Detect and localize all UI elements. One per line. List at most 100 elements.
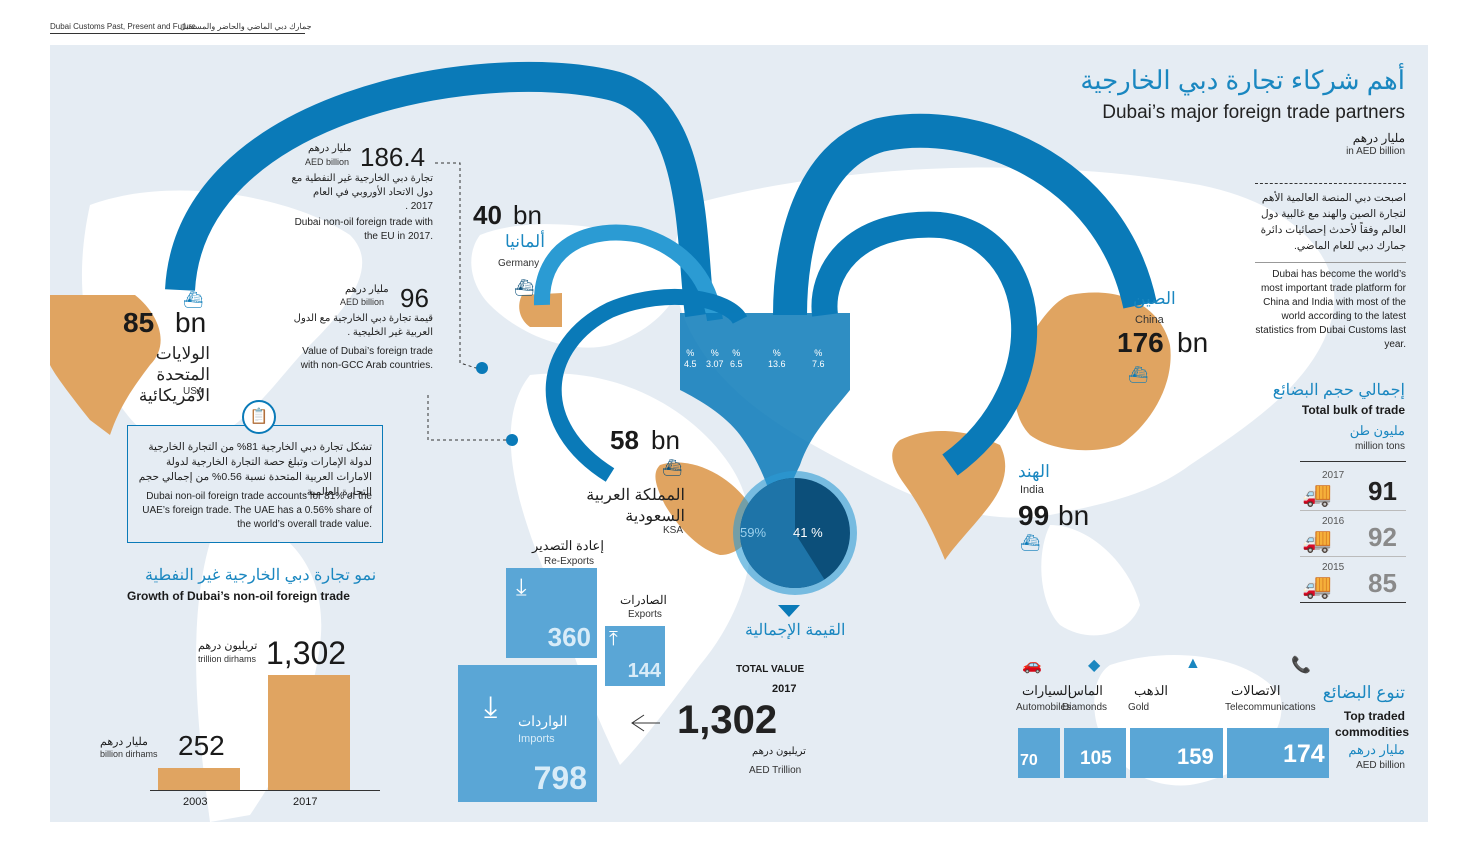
intro-divider: [1255, 262, 1406, 263]
title-ar: أهم شركاء تجارة دبي الخارجية: [1080, 65, 1405, 95]
total-ar: القيمة الإجمالية: [745, 622, 846, 639]
percent-value: 3.07: [706, 359, 724, 369]
exports-ar: الصادرات: [620, 593, 667, 607]
ship-icon-india: ⛴: [1020, 535, 1041, 552]
percent-value: 13.6: [768, 359, 786, 369]
commodities-unit-ar: مليار درهم: [1348, 742, 1405, 757]
reexports-value: 360: [547, 622, 591, 652]
total-arrow: [631, 714, 660, 732]
percent-symbol: %: [732, 348, 741, 358]
bulk-unit-en: million tons: [1354, 441, 1405, 452]
truck-icon: 🚚: [1302, 573, 1332, 600]
imports-box: ⤓ الواردات Imports 798: [458, 665, 597, 802]
bulk-rule: [1300, 461, 1406, 462]
reexports-ar: إعادة التصدير: [532, 538, 604, 553]
total-unit-en: AED Trillion: [749, 765, 802, 776]
commodity-label-en: Automobiles: [1016, 702, 1072, 713]
share-box: تشكل تجارة دبي الخارجية 81% من التجارة ا…: [127, 425, 383, 543]
imports-ar: الواردات: [518, 713, 568, 729]
truck-icon: 🚚: [1302, 527, 1332, 554]
ksa-ar: المملكة العربية السعودية: [586, 487, 685, 525]
imports-en: Imports: [518, 733, 555, 745]
bulk-row-rule: [1300, 556, 1406, 557]
total-unit-ar: تريليون درهم: [752, 746, 806, 757]
eu-unit-en: AED billion: [305, 157, 350, 167]
germany-value: 40: [473, 200, 502, 230]
percent-symbol: %: [686, 348, 695, 358]
india-ar: الهند: [1018, 462, 1050, 481]
reexports-en: Re-Exports: [544, 556, 595, 567]
gold-icon: ▲: [1185, 655, 1201, 672]
arc-china: [773, 113, 1157, 316]
exports-box: ⤒ 144: [605, 626, 665, 686]
gcc-unit-en: AED billion: [340, 297, 385, 307]
bulk-row-rule: [1300, 510, 1406, 511]
pie-label-right: 41 %: [793, 525, 823, 540]
bulk-value: 91: [1368, 476, 1397, 506]
bulk-row-rule: [1300, 602, 1406, 603]
india-shape: [892, 430, 1006, 560]
commodities-title-en: Top traded commodities: [1335, 709, 1410, 739]
germany-ar: ألمانيا: [505, 232, 545, 251]
percent-value: 6.5: [730, 359, 743, 369]
share-box-ar: تشكل تجارة دبي الخارجية 81% من التجارة ا…: [138, 441, 372, 498]
commodity-bar: [1130, 728, 1223, 778]
header-en: Dubai Customs Past, Present and Future: [50, 22, 196, 31]
commodity-label-ar: السيارات: [1022, 683, 1072, 698]
connector-line-eu: [435, 162, 477, 369]
germany-en: Germany: [498, 258, 540, 269]
ksa-value: 58: [610, 425, 639, 455]
percent-labels: % 4.5% 3.07% 6.5% 13.6% 7.6: [684, 348, 834, 374]
diamond-icon: ◆: [1088, 657, 1101, 674]
commodity-label-en: Telecommunications: [1225, 702, 1316, 713]
bulk-title-en: Total bulk of trade: [1301, 403, 1405, 417]
arc-ksa: [545, 288, 748, 482]
header-rule: [50, 33, 305, 34]
imports-value: 798: [533, 760, 587, 796]
eu-unit-ar: مليار درهم: [308, 143, 352, 154]
exports-en: Exports: [628, 609, 662, 620]
ksa-unit: bn: [651, 425, 680, 455]
germany-unit: bn: [513, 200, 542, 230]
phone-icon: 📞: [1291, 657, 1311, 674]
commodity-label-ar: الماس: [1068, 683, 1103, 698]
commodity-bar: [1064, 728, 1126, 778]
commodities-unit-en: AED billion: [1356, 760, 1405, 771]
growth-title-ar: نمو تجارة دبي الخارجية غير النفطية: [145, 567, 377, 584]
growth-baseline: [150, 790, 380, 791]
car-icon: 🚗: [1022, 657, 1042, 674]
percent-label: % 7.6: [812, 348, 825, 370]
usa-shape: [50, 295, 161, 435]
title-en: Dubai’s major foreign trade partners: [1102, 102, 1405, 123]
total-en: TOTAL VALUE: [736, 664, 805, 675]
connector-dot-gcc: [506, 434, 518, 446]
connector-dot-eu: [476, 362, 488, 374]
commodity-value: 159: [1177, 744, 1214, 769]
pie-pointer: [778, 605, 800, 617]
arc-germany: [533, 224, 723, 322]
total-year: 2017: [772, 683, 797, 695]
usa-unit: bn: [175, 307, 207, 338]
usa-ar: الولايات المتحدة الامريكائية: [138, 344, 210, 405]
growth-bar: [158, 768, 240, 790]
growth-value-label: 1,302: [266, 635, 347, 671]
bulk-unit-ar: مليون طن: [1349, 423, 1405, 438]
usa-en: USA: [183, 386, 204, 397]
clipboard-icon: 📋: [242, 400, 276, 434]
commodities-chart: 🚗 السيارات Automobiles 70 ◆ الماس Diamonds 105 ▲…: [1016, 655, 1329, 780]
percent-label: % 4.5: [684, 348, 697, 370]
ship-icon-china: ⛴: [1128, 367, 1149, 384]
commodity-value: 174: [1283, 740, 1325, 768]
reexports-download-icon: ⤓: [516, 574, 527, 601]
exports-upload-icon: ⤒: [609, 628, 618, 650]
percent-symbol: %: [772, 348, 781, 358]
commodity-label-en: Diamonds: [1062, 702, 1108, 713]
growth-unit-ar: تريليون درهم: [198, 640, 258, 652]
intro-en: Dubai has become the world’s most import…: [1255, 269, 1406, 350]
north-america-land: [81, 190, 363, 448]
hub-funnel: [680, 313, 850, 515]
exports-value: 144: [627, 660, 661, 682]
commodity-label-ar: الاتصالات: [1231, 683, 1281, 698]
ksa-shape: [655, 462, 753, 555]
bulk-title-ar: إجمالي حجم البضائع: [1272, 382, 1405, 399]
